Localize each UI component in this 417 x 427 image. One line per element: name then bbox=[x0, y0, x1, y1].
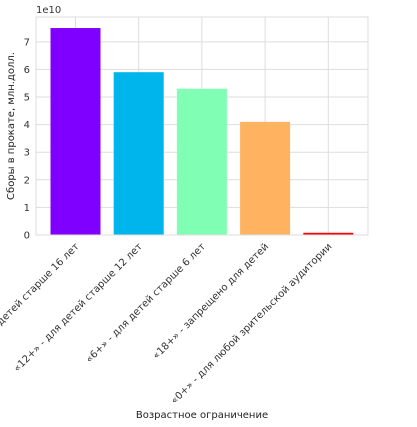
x-tick-labels: «16+» - для детей старше 16 лет«12+» - д… bbox=[0, 241, 334, 406]
y-tick-label: 5 bbox=[24, 93, 30, 104]
y-tick-label: 4 bbox=[24, 120, 30, 131]
x-tick-label: «18+» - запрещено для детей bbox=[151, 241, 271, 361]
y-tick-label: 6 bbox=[24, 65, 30, 76]
y-tick-label: 7 bbox=[24, 37, 30, 48]
y-tick-label: 3 bbox=[24, 148, 30, 159]
bar bbox=[176, 88, 227, 236]
x-tick-label: «6+» - для детей старше 6 лет bbox=[84, 241, 208, 365]
y-tick-label: 0 bbox=[24, 231, 30, 242]
bar bbox=[113, 72, 164, 235]
x-axis-label: Возрастное ограничение bbox=[136, 410, 268, 421]
y-offset-label: 1e10 bbox=[36, 5, 61, 16]
y-tick-label: 1 bbox=[24, 203, 30, 214]
bar bbox=[240, 121, 291, 235]
bar bbox=[50, 28, 101, 235]
y-tick-label: 2 bbox=[24, 175, 30, 186]
bars bbox=[50, 28, 354, 236]
bar bbox=[303, 232, 354, 235]
y-axis-label: Сборы в прокате, млн.долл. bbox=[6, 52, 17, 200]
plot-frame bbox=[35, 16, 369, 236]
x-tick-label: «12+» - для детей старше 12 лет bbox=[12, 241, 145, 374]
y-tick-labels: 0 1 2 3 4 5 6 7 bbox=[24, 37, 30, 241]
